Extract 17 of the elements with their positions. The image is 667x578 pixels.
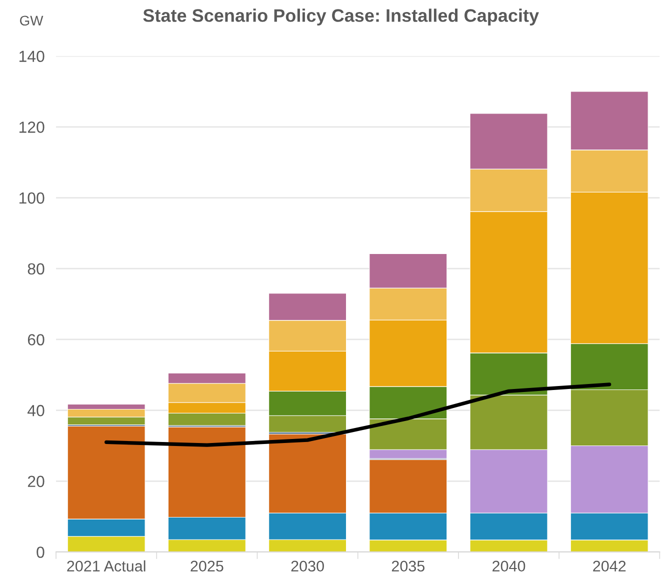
- y-tick-label: 40: [28, 404, 44, 416]
- x-tick-label: 2021 Actual: [67, 560, 146, 572]
- y-tick-label: 120: [19, 122, 44, 133]
- x-tick-label: 2030: [291, 560, 324, 572]
- y-tick-label: 0: [36, 546, 44, 558]
- y-tick-label: 100: [19, 192, 44, 204]
- x-tick-label: 2042: [593, 560, 626, 572]
- y-tick-label: 60: [28, 334, 44, 346]
- y-tick-label: 20: [28, 476, 44, 488]
- line-series: [104, 382, 612, 447]
- y-axis-title: GW: [20, 16, 44, 26]
- y-tick-label: 80: [28, 263, 44, 275]
- x-tick-label: 2035: [392, 560, 425, 572]
- chart-title: State Scenario Policy Case: Installed Capacity: [143, 8, 539, 26]
- y-tick-label: 140: [19, 50, 44, 62]
- x-tick-label: 2025: [190, 560, 224, 572]
- x-tick-label: 2040: [492, 560, 526, 572]
